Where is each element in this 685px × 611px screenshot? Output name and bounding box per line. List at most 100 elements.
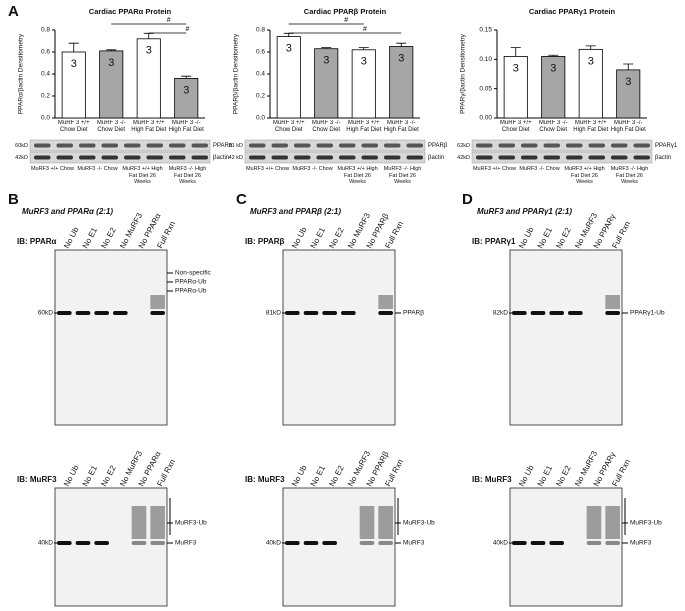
bar-label: 3 [398, 52, 404, 64]
bar-label: 3 [550, 62, 556, 74]
blot-smear [586, 506, 602, 539]
blot-group-label: MuRF3 -/- Chow [77, 166, 118, 172]
y-axis-label: PPARβ/βactin Densitometry [233, 33, 240, 114]
label-box: MuRF 3 +/+ Chow Diet [57, 120, 90, 133]
lane-label: Full Rxn [383, 458, 405, 488]
blot-band [56, 155, 73, 160]
blot-smear [150, 295, 165, 309]
panel-title: MuRF3 and PPARγ1 (2:1) [477, 207, 572, 216]
blot-strip [244, 139, 426, 152]
panel-letter: C [236, 191, 247, 208]
label-box: MuRF 3 -/- High Fat Diet [384, 120, 419, 133]
bar-label: 3 [71, 58, 77, 70]
blot-band [57, 311, 72, 315]
blot-group-label: MuRF3 +/+ Chow [472, 166, 517, 172]
label-box: MuRF 3 -/- Chow Diet [312, 120, 341, 133]
blot-band [146, 143, 163, 148]
blot-marker: 42kD [457, 155, 470, 161]
blot-strip [244, 151, 426, 164]
x-tick-label: MuRF 3 +/+ Chow Diet [499, 120, 532, 133]
x-tick-label: MuRF 3 +/+ Chow Diet [57, 120, 90, 133]
y-tick-label: 0.2 [41, 93, 50, 100]
lane-label: No E2 [327, 464, 346, 488]
blot-band [191, 155, 208, 160]
y-tick-label: 0.2 [256, 93, 265, 100]
ib-label: IB: MuRF3 [17, 475, 57, 484]
lane-label: No Ub [62, 225, 81, 250]
band-label: PPARγ1-Ub [630, 310, 665, 317]
y-axis-label: PPARα/βactin Densitometry [18, 33, 25, 114]
lane-label: Full Rxn [155, 458, 177, 488]
label-box: MuRF3 -/- Chow [519, 166, 559, 172]
band-label: MuRF3-Ub [630, 520, 662, 527]
bar-label: 3 [323, 55, 329, 67]
blot-band [34, 155, 51, 160]
blot-band [378, 311, 393, 315]
lane-label: No Ub [62, 463, 81, 488]
blot-band [341, 311, 356, 315]
blot-membrane [509, 487, 623, 607]
y-tick-label: 0.0 [256, 115, 265, 122]
lane-label: Full Rxn [383, 220, 405, 250]
blot-band [169, 143, 186, 148]
blot-band [75, 541, 91, 545]
y-axis-label: PPARγ/βactin Densitometry [460, 33, 467, 114]
blot-band [611, 155, 628, 160]
label-box: MuRF 3 +/+ Chow Diet [273, 120, 305, 133]
blot-band [124, 143, 141, 148]
x-tick-label: MuRF 3 -/- High Fat Diet [610, 120, 646, 133]
blot-band [566, 143, 583, 148]
blot-row-label: PPARγ1 [655, 143, 678, 149]
blot-group-label: MuRF3 -/- High Fat Diet 26 Weeks [383, 166, 422, 185]
blot-band [303, 311, 319, 315]
blot-band [476, 143, 493, 148]
blot-marker: 60kD [15, 143, 28, 149]
x-tick-label: MuRF 3 -/- Chow Diet [96, 120, 126, 133]
lane-label: No E2 [554, 464, 573, 488]
y-tick-label: 0.10 [479, 56, 492, 63]
blot-band [384, 155, 401, 160]
label-box: MuRF 3 +/+ High Fat Diet [131, 120, 166, 133]
blot-band [271, 143, 288, 148]
blot-band [249, 155, 266, 160]
y-tick-label: 0.0 [41, 115, 50, 122]
error-bar [143, 32, 154, 39]
error-bar [585, 45, 596, 50]
blot-band [378, 541, 393, 545]
blot-row-label: βactin [428, 155, 444, 161]
band-label: MuRF3 [403, 540, 425, 547]
blot-marker: 62kD [457, 143, 470, 149]
band-label: MuRF3-Ub [175, 520, 207, 527]
blot-band [322, 541, 337, 545]
label-box: MuRF3 -/- Chow [292, 166, 333, 172]
blot-group-label: MuRF3 +/+ High Fat Diet 26 Weeks [122, 166, 163, 185]
blot-smear [378, 295, 393, 309]
label-box: MuRF 3 -/- High Fat Diet [169, 120, 204, 133]
blot-group-label: MuRF3 -/- Chow [292, 166, 333, 172]
blot-row-label: βactin [213, 155, 229, 161]
blot-band [94, 311, 109, 315]
y-tick-label: 0.6 [41, 49, 50, 56]
lane-label: No E1 [309, 226, 328, 250]
blot-band [101, 143, 118, 148]
ib-label: IB: PPARβ [245, 237, 285, 246]
bar-label: 3 [361, 56, 367, 68]
marker-label: 60kD [38, 310, 53, 317]
label-box: MuRF3 -/- Chow [77, 166, 118, 172]
blot-marker: 42kD [15, 155, 28, 161]
blot-band [498, 143, 515, 148]
x-tick-label: MuRF 3 -/- Chow Diet [538, 120, 568, 133]
blot-group-label: MuRF3 -/- High Fat Diet 26 Weeks [168, 166, 207, 185]
lane-label: No E1 [536, 226, 555, 250]
blot-band [285, 541, 300, 545]
blot-smear [359, 506, 375, 539]
bar-label: 3 [183, 84, 189, 96]
label-box: MuRF3 -/- High Fat Diet 26 Weeks [383, 166, 422, 185]
blot-smear [605, 295, 620, 309]
label-box: MuRF3 +/+ Chow [246, 166, 289, 172]
blot-band [34, 143, 51, 148]
blot-band [339, 143, 356, 148]
significance-label: # [363, 26, 367, 33]
ib-label: IB: PPARα [17, 237, 57, 246]
